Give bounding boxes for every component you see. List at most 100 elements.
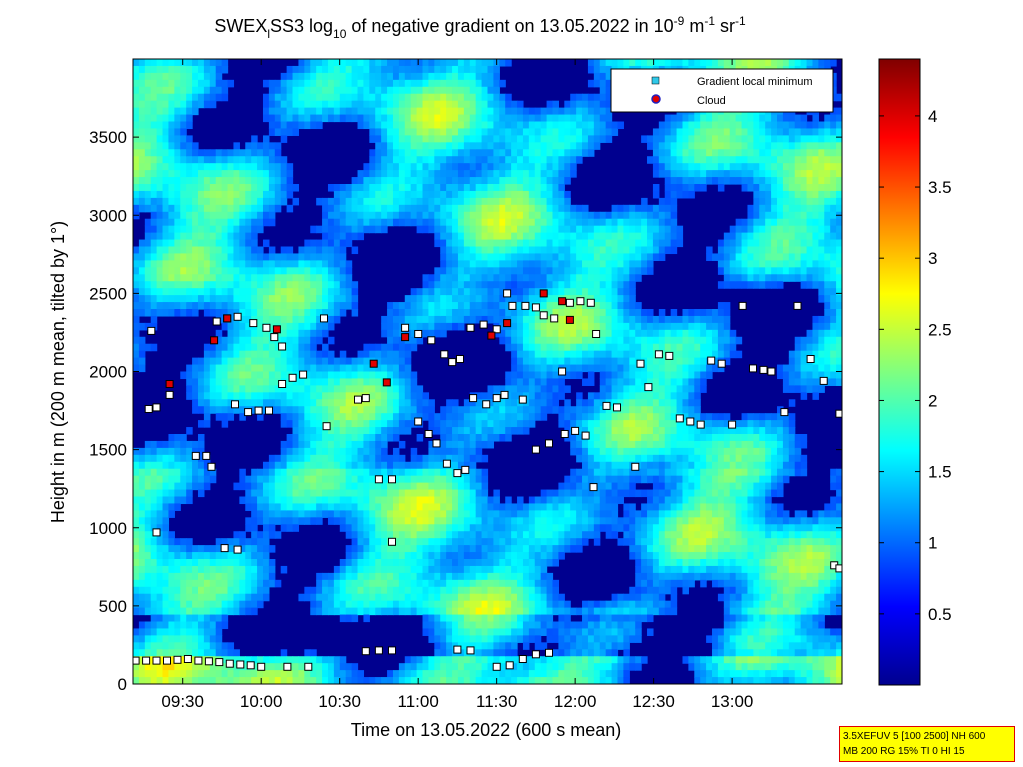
heat-cell <box>392 593 400 602</box>
heat-cell <box>363 552 370 560</box>
heat-cell <box>304 267 311 275</box>
heat-cell <box>233 364 240 373</box>
heat-cell <box>434 621 441 630</box>
heat-cell <box>192 281 199 289</box>
heat-cell <box>522 538 530 546</box>
heat-cell <box>534 239 542 248</box>
heat-cell <box>251 142 258 150</box>
heat-cell <box>446 309 453 317</box>
heat-cell <box>428 628 435 636</box>
heat-cell <box>534 371 542 380</box>
heat-cell <box>192 177 199 185</box>
heat-cell <box>345 184 353 192</box>
heat-cell <box>251 482 258 491</box>
heat-cell <box>133 545 140 553</box>
heat-cell <box>522 600 530 609</box>
heat-cell <box>446 302 453 310</box>
heat-cell <box>428 184 435 192</box>
heat-cell <box>310 350 317 359</box>
heat-cell <box>345 677 353 684</box>
heat-cell <box>268 371 276 380</box>
heat-cell <box>339 302 347 310</box>
heat-cell <box>150 288 158 296</box>
heat-cell <box>540 156 548 164</box>
heat-cell <box>150 649 158 657</box>
heat-cell <box>540 204 548 213</box>
heat-cell <box>446 677 453 684</box>
heat-cell <box>144 635 152 643</box>
heat-cell <box>452 274 459 282</box>
heat-cell <box>416 552 424 560</box>
heat-cell <box>268 295 276 303</box>
heat-cell <box>428 461 435 470</box>
heat-cell <box>233 177 240 185</box>
heat-cell <box>327 434 335 442</box>
heat-cell <box>268 343 276 352</box>
heat-cell <box>168 197 175 206</box>
heat-cell <box>540 322 548 331</box>
heat-cell <box>457 454 465 463</box>
heat-cell <box>239 670 246 678</box>
heat-cell <box>197 65 205 74</box>
heat-cell <box>215 211 223 220</box>
heat-cell <box>174 302 181 310</box>
heat-cell <box>227 246 235 255</box>
heat-cell <box>416 413 424 421</box>
heat-cell <box>540 281 548 289</box>
heat-cell <box>540 656 548 664</box>
heat-cell <box>546 600 554 609</box>
heat-cell <box>180 628 187 636</box>
heat-cell <box>209 364 217 373</box>
heat-cell <box>262 163 270 171</box>
heat-cell <box>446 454 453 463</box>
heat-cell <box>463 315 471 324</box>
heat-cell <box>463 642 471 650</box>
heat-cell <box>322 59 329 67</box>
heat-cell <box>133 461 140 470</box>
heat-cell <box>558 121 565 130</box>
heat-cell <box>322 309 329 317</box>
heat-cell <box>446 204 453 213</box>
heat-cell <box>268 559 276 567</box>
heat-cell <box>186 253 193 261</box>
heat-cell <box>304 482 311 491</box>
heat-cell <box>209 239 217 248</box>
heat-cell <box>440 663 447 671</box>
heat-cell <box>363 475 370 484</box>
heat-cell <box>369 565 376 574</box>
heat-cell <box>428 406 435 414</box>
heat-cell <box>398 663 406 671</box>
heat-cell <box>493 628 500 636</box>
heat-cell <box>144 163 152 171</box>
heat-cell <box>168 177 175 185</box>
heat-cell <box>493 253 500 261</box>
heat-cell <box>398 86 406 95</box>
heat-cell <box>180 447 187 456</box>
heat-cell <box>440 170 447 178</box>
heat-cell <box>428 524 435 532</box>
heat-cell <box>404 142 412 150</box>
heat-cell <box>398 461 406 470</box>
heat-cell <box>298 468 305 477</box>
heat-cell <box>192 253 199 261</box>
heat-cell <box>369 413 376 421</box>
heat-cell <box>227 329 235 338</box>
heat-cell <box>392 336 400 345</box>
heat-cell <box>357 65 365 74</box>
heat-cell <box>180 72 187 81</box>
heat-cell <box>156 65 164 74</box>
heat-cell <box>452 635 459 643</box>
heat-cell <box>322 107 329 116</box>
heat-cell <box>434 413 441 421</box>
heat-cell <box>398 572 406 581</box>
heat-cell <box>511 510 518 518</box>
heat-cell <box>440 65 447 74</box>
heat-cell <box>186 642 193 650</box>
heat-cell <box>262 295 270 303</box>
heat-cell <box>227 190 235 199</box>
heat-cell <box>434 517 441 525</box>
heat-cell <box>162 281 170 289</box>
heat-cell <box>387 59 394 67</box>
heat-cell <box>404 545 412 553</box>
heat-cell <box>540 538 548 546</box>
